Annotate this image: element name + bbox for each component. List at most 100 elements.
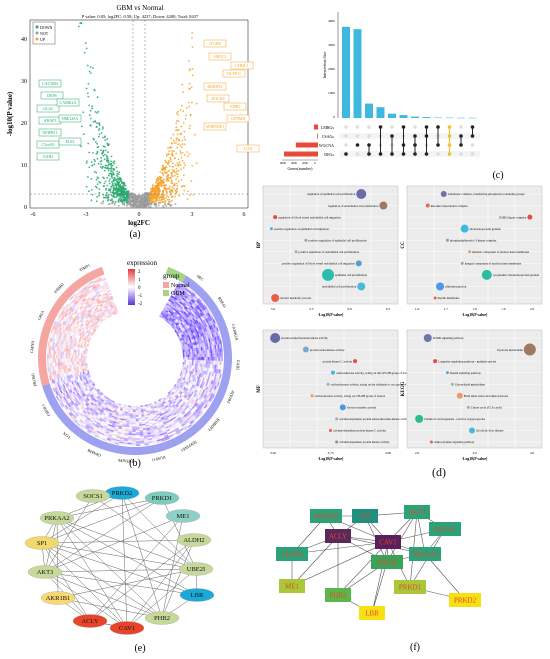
volcano-point — [90, 177, 93, 180]
heatmap-cell — [86, 377, 90, 381]
heatmap-cell — [135, 441, 141, 443]
heatmap-cell — [195, 379, 198, 383]
heatmap-cell — [88, 331, 92, 335]
down-gene-box — [38, 79, 62, 88]
heatmap-cell — [183, 394, 187, 398]
network-e-node-label: ME1 — [177, 513, 190, 520]
heatmap-cell — [202, 398, 206, 403]
heatmap-cell — [178, 426, 184, 431]
volcano-point — [152, 193, 155, 196]
heatmap-cell — [63, 325, 67, 330]
network-e-edge — [89, 515, 184, 622]
heatmap-cell — [193, 345, 197, 349]
volcano-point — [124, 184, 127, 187]
heatmap-cell — [84, 300, 89, 305]
heatmap-cell — [131, 442, 136, 445]
heatmap-cell — [76, 331, 79, 335]
heatmap-cell — [71, 377, 75, 381]
heatmap-cell — [84, 295, 89, 299]
volcano-point — [172, 184, 175, 187]
heatmap-cell — [187, 379, 190, 383]
heatmap-cell — [85, 343, 88, 347]
volcano-yticks: 0 10 20 30 40 — [21, 37, 27, 211]
enrichment-bubble — [425, 203, 430, 208]
heatmap-cell — [65, 383, 69, 387]
volcano-point — [175, 172, 178, 175]
heatmap-cell — [150, 416, 155, 420]
heatmap-cell — [171, 422, 176, 426]
heatmap-cell — [112, 302, 116, 306]
heatmap-cell — [83, 409, 87, 414]
heatmap-cell — [129, 415, 133, 417]
heatmap-cell — [179, 428, 184, 432]
heatmap-cell — [215, 352, 217, 357]
ytick-40: 40 — [21, 37, 27, 43]
heatmap-cell — [139, 437, 144, 440]
heatmap-cell — [198, 329, 202, 334]
heatmap-cell — [176, 382, 180, 386]
heatmap-cell — [171, 404, 175, 408]
network-f-node — [375, 535, 401, 549]
enrichment-xtick: 5.5 — [309, 307, 314, 311]
heatmap-cell — [167, 403, 171, 407]
heatmap-cell — [199, 384, 203, 389]
heatmap-cell — [106, 418, 111, 422]
heatmap-cell — [78, 399, 82, 404]
heatmap-cell — [110, 428, 115, 431]
heatmap-cell — [124, 429, 129, 432]
heatmap-cell — [171, 314, 175, 318]
heatmap-cell — [175, 305, 179, 310]
heatmap-cell — [86, 365, 89, 369]
volcano-point — [138, 203, 141, 206]
heatmap-cell — [61, 347, 64, 352]
heatmap-cell — [92, 317, 96, 321]
heatmap-cell — [189, 300, 194, 305]
volcano-point — [112, 195, 115, 197]
heatmap-cell — [91, 332, 94, 336]
volcano-point — [102, 136, 104, 139]
heatmap-cell — [165, 313, 169, 317]
up-gene-label: SMOC1 — [213, 54, 226, 59]
volcano-point — [135, 203, 138, 206]
heatmap-cell — [159, 315, 162, 318]
heatmap-cell — [82, 348, 85, 351]
heatmap-cell — [190, 351, 193, 355]
enrichment-term: oxidoreductase activity, acting on CH-OH… — [315, 394, 386, 399]
heatmap-cell — [146, 427, 150, 430]
heatmap-cell — [76, 358, 78, 362]
heatmap-cell — [205, 360, 208, 365]
volcano-point — [111, 174, 113, 176]
heatmap-cell — [47, 354, 49, 359]
volcano-point — [178, 161, 181, 164]
heatmap-cell — [202, 363, 205, 368]
volcano-point — [169, 146, 171, 149]
heatmap-cell — [48, 354, 51, 359]
volcano-point — [121, 181, 123, 183]
heatmap-cell — [78, 350, 80, 353]
heatmap-cell — [170, 428, 175, 432]
heatmap-cell — [148, 441, 153, 444]
heatmap-cell — [156, 438, 162, 442]
heatmap-cell — [177, 389, 181, 393]
heatmap-cell — [159, 434, 165, 438]
enrichment-title: MF — [257, 385, 262, 393]
heatmap-cell — [107, 306, 111, 310]
heatmap-cell — [202, 305, 207, 310]
heatmap-cell — [184, 326, 188, 330]
heatmap-cell — [67, 361, 69, 366]
heatmap-cell — [64, 337, 67, 342]
heatmap-cell — [90, 402, 94, 406]
heatmap-cell — [70, 339, 73, 343]
heatmap-cell — [212, 341, 215, 346]
heatmap-cell — [184, 310, 189, 315]
heatmap-cell — [200, 373, 203, 378]
heatmap-cell — [110, 298, 114, 301]
heatmap-cell — [150, 415, 154, 418]
heatmap-cell — [180, 325, 184, 329]
heatmap-cell — [165, 427, 170, 431]
enrichment-xtick: 4.00 — [385, 451, 391, 455]
heatmap-gene-label: GAB2 — [235, 360, 241, 371]
heatmap-cell — [131, 436, 136, 439]
heatmap-cell — [165, 437, 170, 441]
heatmap-cell — [179, 323, 183, 327]
